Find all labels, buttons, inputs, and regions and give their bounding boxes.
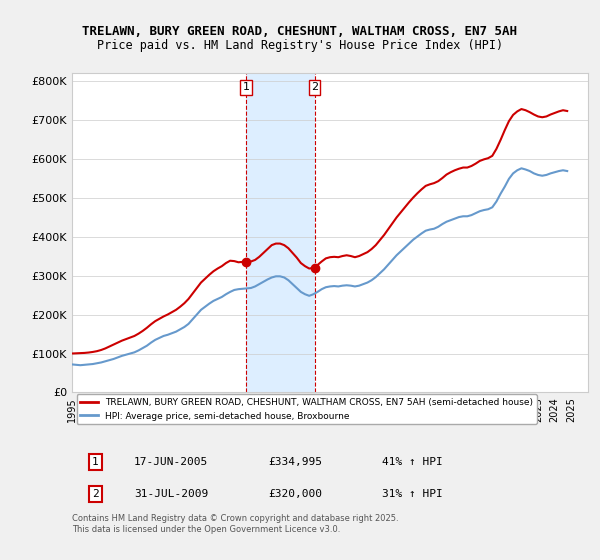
Text: 1: 1 [92,457,98,467]
Text: 2: 2 [311,82,318,92]
Text: TRELAWN, BURY GREEN ROAD, CHESHUNT, WALTHAM CROSS, EN7 5AH: TRELAWN, BURY GREEN ROAD, CHESHUNT, WALT… [83,25,517,38]
Text: 41% ↑ HPI: 41% ↑ HPI [382,457,442,467]
Text: 31% ↑ HPI: 31% ↑ HPI [382,489,442,499]
Text: 17-JUN-2005: 17-JUN-2005 [134,457,208,467]
Bar [246,73,314,393]
Text: 31-JUL-2009: 31-JUL-2009 [134,489,208,499]
Text: £320,000: £320,000 [268,489,322,499]
Text: 1: 1 [242,82,250,92]
Text: 2: 2 [92,489,98,499]
Legend: TRELAWN, BURY GREEN ROAD, CHESHUNT, WALTHAM CROSS, EN7 5AH (semi-detached house): TRELAWN, BURY GREEN ROAD, CHESHUNT, WALT… [77,394,537,424]
Text: Contains HM Land Registry data © Crown copyright and database right 2025.
This d: Contains HM Land Registry data © Crown c… [72,515,398,534]
Text: £334,995: £334,995 [268,457,322,467]
Text: Price paid vs. HM Land Registry's House Price Index (HPI): Price paid vs. HM Land Registry's House … [97,39,503,52]
